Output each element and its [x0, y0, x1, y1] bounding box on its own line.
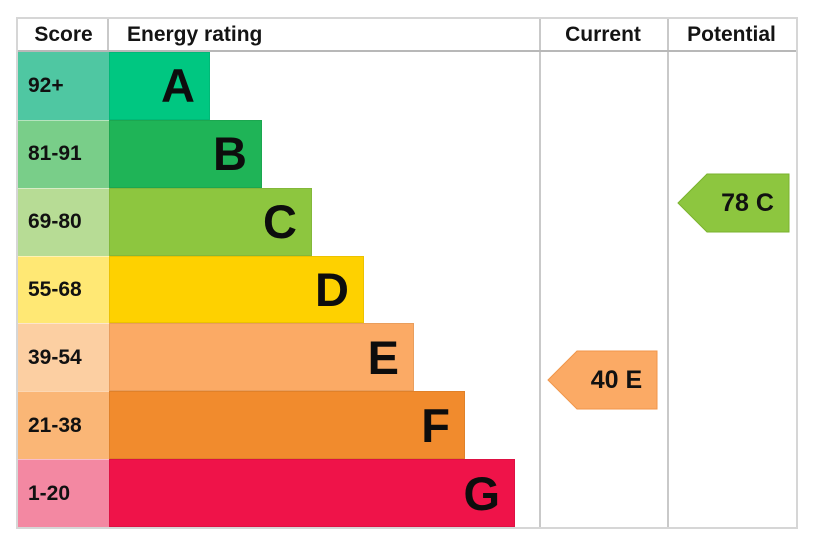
left-arrow-icon: [677, 173, 790, 233]
rating-bar-f: F: [109, 391, 465, 460]
score-range-b: 81-91: [18, 119, 109, 188]
band-row-e: 39-54 E: [18, 323, 796, 392]
header-score: Score: [34, 23, 93, 46]
epc-table: Score Energy rating Current Potential 92…: [16, 17, 798, 529]
column-divider-energy-current: [539, 19, 541, 527]
header-current: Current: [565, 23, 641, 46]
score-range-d: 55-68: [18, 255, 109, 324]
score-range-g: 1-20: [18, 459, 109, 528]
rating-bar-b: B: [109, 119, 262, 188]
score-range-f: 21-38: [18, 391, 109, 460]
rating-bar-g: G: [109, 459, 515, 528]
band-row-b: 81-91 B: [18, 119, 796, 188]
band-row-f: 21-38 F: [18, 391, 796, 460]
left-arrow-icon: [547, 350, 658, 410]
current-rating-label: 40 E: [590, 366, 643, 394]
current-rating-arrow: 40 E: [547, 350, 658, 410]
score-range-c: 69-80: [18, 187, 109, 256]
header-potential: Potential: [687, 23, 776, 46]
header-energy-rating: Energy rating: [127, 23, 263, 46]
potential-rating-label: 78 C: [721, 189, 774, 217]
table-header-row: Score Energy rating Current Potential: [18, 19, 796, 52]
rating-bands: 92+ A 81-91 B 69-80 C 55-68 D 39-54 E 21…: [18, 52, 796, 528]
rating-bar-c: C: [109, 187, 312, 256]
band-row-c: 69-80 C: [18, 187, 796, 256]
band-row-d: 55-68 D: [18, 255, 796, 324]
rating-bar-e: E: [109, 323, 414, 392]
band-row-a: 92+ A: [18, 52, 796, 120]
score-range-a: 92+: [18, 52, 109, 120]
score-range-e: 39-54: [18, 323, 109, 392]
column-divider-current-potential: [667, 19, 669, 527]
rating-bar-d: D: [109, 255, 364, 324]
band-row-g: 1-20 G: [18, 459, 796, 528]
potential-rating-arrow: 78 C: [677, 173, 790, 233]
rating-bar-a: A: [109, 52, 210, 120]
